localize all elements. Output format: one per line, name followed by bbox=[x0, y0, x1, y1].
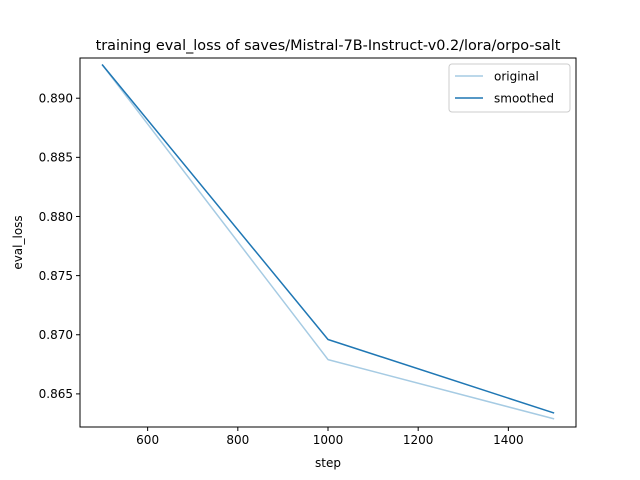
y-tick-label: 0.885 bbox=[39, 151, 73, 165]
y-tick-label: 0.875 bbox=[39, 269, 73, 283]
y-tick-label: 0.870 bbox=[39, 328, 73, 342]
y-axis-label: eval_loss bbox=[11, 215, 25, 269]
series-line-original bbox=[101, 64, 555, 420]
y-tick-label: 0.890 bbox=[39, 92, 73, 106]
series-line-smoothed bbox=[101, 64, 555, 414]
plot-area bbox=[79, 57, 577, 428]
x-axis: 600 800 1000 1200 1400 bbox=[136, 427, 524, 447]
x-tick-label: 800 bbox=[226, 433, 249, 447]
x-tick-label: 600 bbox=[136, 433, 159, 447]
x-tick-label: 1400 bbox=[493, 433, 524, 447]
legend-entries: original smoothed bbox=[455, 69, 554, 105]
x-tick-label: 1200 bbox=[403, 433, 434, 447]
x-axis-label: step bbox=[315, 456, 341, 470]
legend: original smoothed bbox=[448, 63, 571, 113]
y-axis: 0.865 0.870 0.875 0.880 0.885 0.890 bbox=[39, 92, 80, 401]
plot-frame bbox=[79, 57, 577, 428]
y-tick-label: 0.880 bbox=[39, 210, 73, 224]
chart-title: training eval_loss of saves/Mistral-7B-I… bbox=[96, 38, 561, 54]
x-tick-label: 1000 bbox=[313, 433, 344, 447]
y-tick-label: 0.865 bbox=[39, 387, 73, 401]
series-layer bbox=[101, 64, 555, 420]
legend-label-original: original bbox=[494, 69, 539, 83]
legend-label-smoothed: smoothed bbox=[494, 91, 554, 105]
